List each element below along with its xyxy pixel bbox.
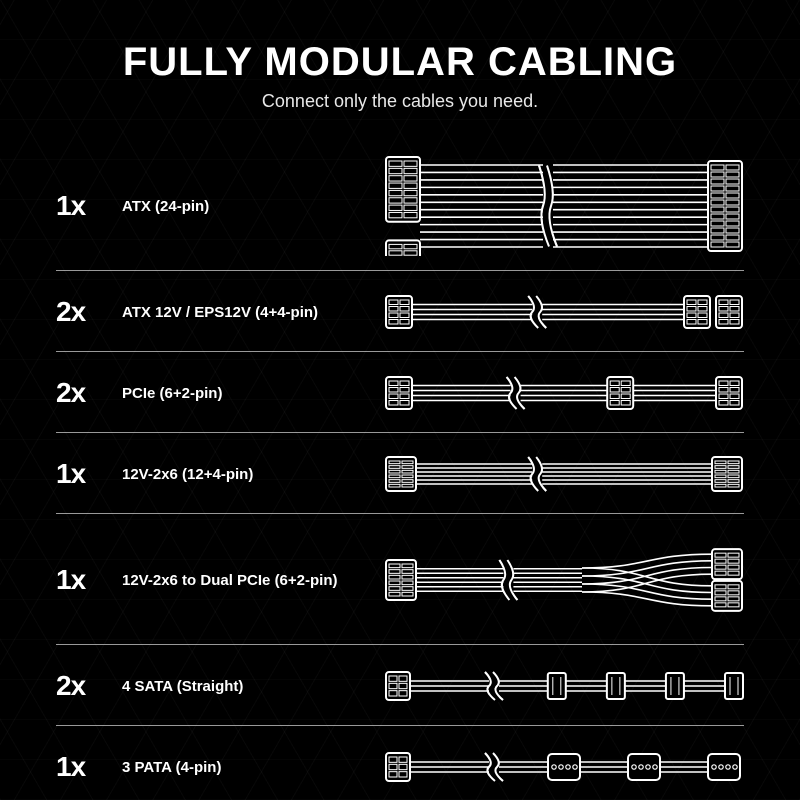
cable-illustration: [380, 747, 744, 787]
cable-qty: 1x: [56, 751, 104, 783]
cable-illustration: [380, 292, 744, 332]
cable-qty: 2x: [56, 377, 104, 409]
cable-row: 1x ATX (24-pin): [56, 140, 744, 271]
cable-label: 12V-2x6 to Dual PCIe (6+2-pin): [122, 572, 362, 589]
cable-illustration: [380, 156, 744, 256]
cable-row: 1x 3 PATA (4-pin): [56, 726, 744, 800]
cable-row: 1x 12V-2x6 (12+4-pin): [56, 433, 744, 514]
page-subtitle: Connect only the cables you need.: [56, 91, 744, 112]
cable-qty: 2x: [56, 296, 104, 328]
page-title: FULLY MODULAR CABLING: [56, 40, 744, 85]
cable-qty: 1x: [56, 458, 104, 490]
cable-row: 2x PCIe (6+2-pin): [56, 352, 744, 433]
cable-illustration: [380, 544, 744, 616]
cable-qty: 1x: [56, 190, 104, 222]
infographic-container: FULLY MODULAR CABLING Connect only the c…: [0, 0, 800, 800]
cable-qty: 2x: [56, 670, 104, 702]
cable-label: 4 SATA (Straight): [122, 678, 362, 695]
cable-row: 2x ATX 12V / EPS12V (4+4-pin): [56, 271, 744, 352]
cable-label: ATX (24-pin): [122, 198, 362, 215]
cable-illustration: [380, 666, 744, 706]
cable-label: 3 PATA (4-pin): [122, 759, 362, 776]
cable-row: 1x 12V-2x6 to Dual PCIe (6+2-pin): [56, 514, 744, 645]
cable-qty: 1x: [56, 564, 104, 596]
cable-illustration: [380, 373, 744, 413]
cable-label: PCIe (6+2-pin): [122, 385, 362, 402]
cable-label: ATX 12V / EPS12V (4+4-pin): [122, 304, 362, 321]
cable-list: 1x ATX (24-pin) 2x ATX 12V / EPS12V (4+4-pi…: [56, 140, 744, 800]
cable-illustration: [380, 454, 744, 494]
cable-label: 12V-2x6 (12+4-pin): [122, 466, 362, 483]
cable-row: 2x 4 SATA (Straight): [56, 645, 744, 726]
